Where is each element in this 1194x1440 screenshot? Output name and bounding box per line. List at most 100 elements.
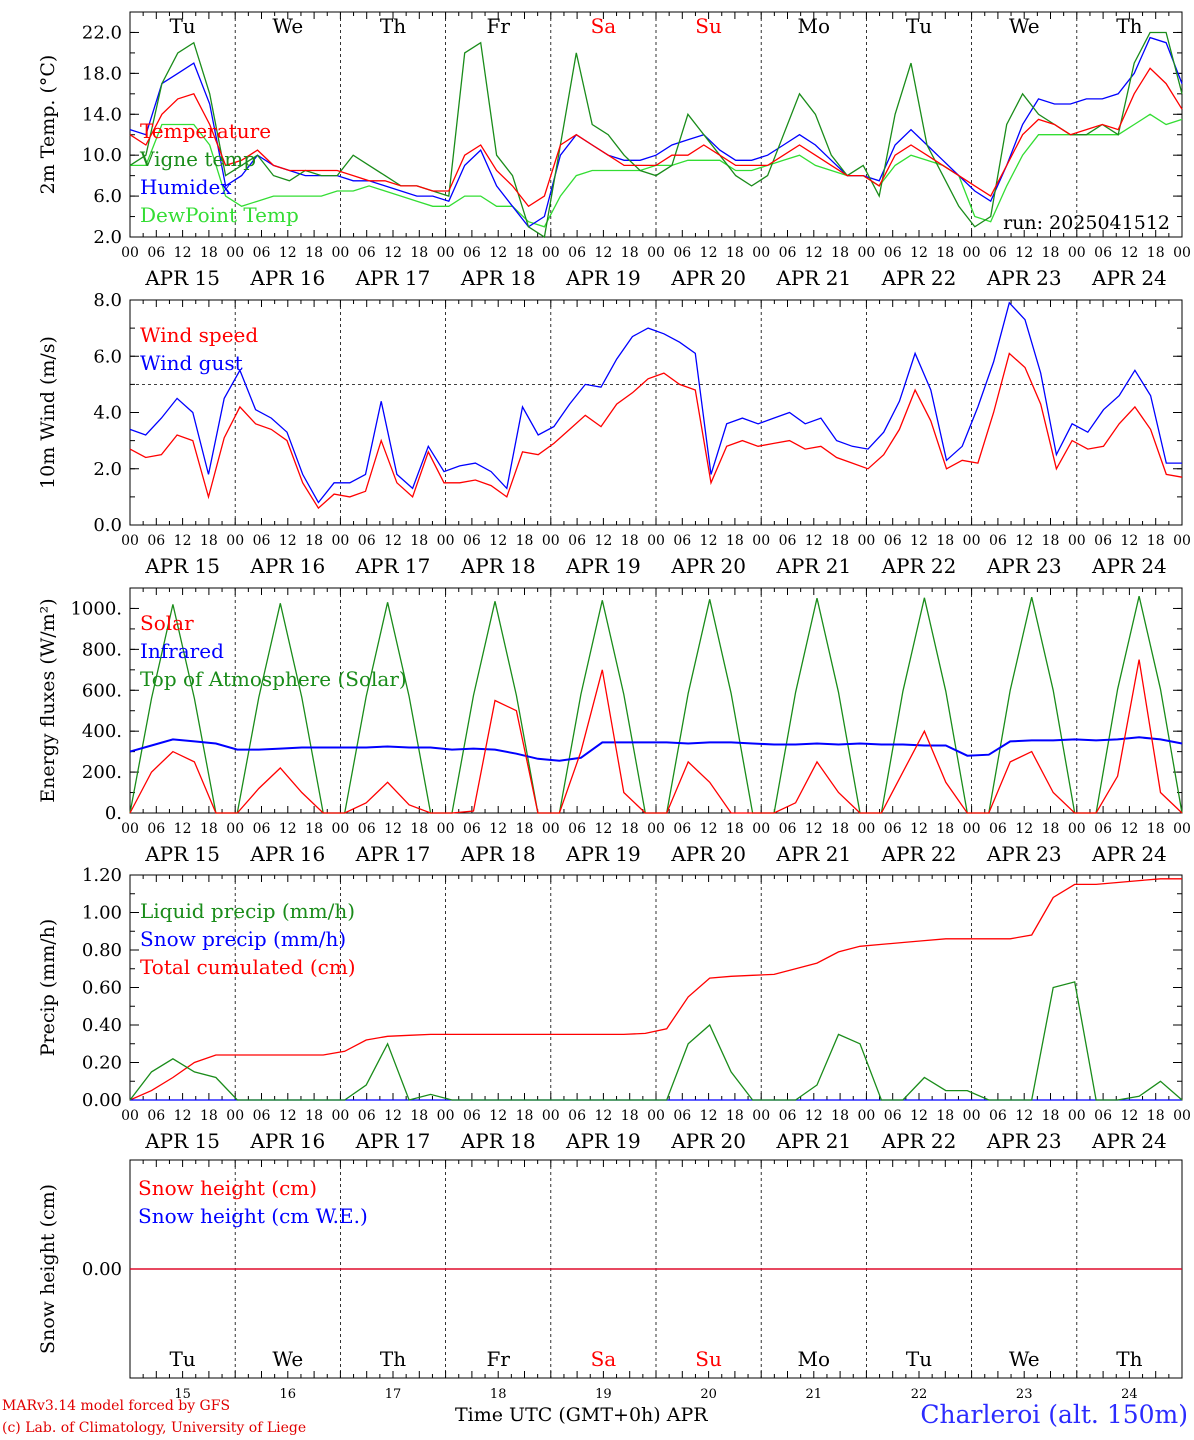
hour-tick-label: 06: [989, 245, 1007, 261]
hour-tick-label: 06: [463, 821, 481, 837]
date-label: APR 22: [881, 1129, 957, 1153]
date-label: APR 22: [881, 266, 957, 290]
date-label: APR 16: [249, 554, 325, 578]
date-label: APR 19: [565, 1129, 641, 1153]
date-label: APR 15: [144, 554, 220, 578]
hour-tick-label: 00: [121, 533, 139, 549]
hour-tick-label: 12: [594, 821, 612, 837]
hour-tick-label: 00: [437, 1108, 455, 1124]
hour-tick-label: 06: [884, 1108, 902, 1124]
day-number-label: 19: [595, 1387, 612, 1402]
hour-tick-label: 18: [726, 533, 744, 549]
legend-entry: Temperature: [140, 119, 271, 143]
date-label: APR 20: [670, 266, 746, 290]
weekday-label: Fr: [486, 14, 510, 38]
hour-tick-label: 00: [963, 821, 981, 837]
y-tick-label: 8.0: [93, 290, 122, 311]
date-label: APR 18: [460, 554, 536, 578]
date-label: APR 20: [670, 554, 746, 578]
date-label: APR 18: [460, 266, 536, 290]
hour-tick-label: 06: [1094, 533, 1112, 549]
hour-tick-label: 00: [857, 245, 875, 261]
y-tick-label: 0.00: [82, 1090, 122, 1111]
date-label: APR 15: [144, 266, 220, 290]
hour-tick-label: 06: [779, 821, 797, 837]
hour-tick-label: 00: [963, 1108, 981, 1124]
day-number-label: 22: [911, 1387, 928, 1402]
hour-tick-label: 00: [647, 1108, 665, 1124]
date-label: APR 24: [1091, 266, 1167, 290]
hour-tick-label: 12: [174, 1108, 192, 1124]
day-number-label: 15: [174, 1387, 191, 1402]
hour-tick-label: 00: [542, 245, 560, 261]
hour-tick-label: 00: [1173, 245, 1191, 261]
hour-tick-label: 00: [437, 245, 455, 261]
hour-tick-label: 18: [516, 821, 534, 837]
date-label: APR 15: [144, 842, 220, 866]
hour-tick-label: 06: [1094, 1108, 1112, 1124]
weekday-label: Th: [380, 1347, 406, 1371]
legend-entry: Liquid precip (mm/h): [140, 899, 355, 923]
model-credit: MARv3.14 model forced by GFS: [2, 1398, 231, 1414]
y-tick-label: 200.: [82, 762, 122, 783]
date-label: APR 18: [460, 1129, 536, 1153]
hour-tick-label: 06: [253, 821, 271, 837]
hour-tick-label: 06: [253, 245, 271, 261]
legend-entry: Top of Atmosphere (Solar): [140, 667, 407, 691]
hour-tick-label: 06: [147, 533, 165, 549]
date-label: APR 21: [775, 842, 851, 866]
hour-tick-label: 18: [936, 245, 954, 261]
hour-tick-label: 12: [700, 533, 718, 549]
hour-tick-label: 00: [331, 821, 349, 837]
hour-tick-label: 18: [726, 821, 744, 837]
hour-tick-label: 12: [489, 533, 507, 549]
date-label: APR 20: [670, 842, 746, 866]
date-label: APR 19: [565, 554, 641, 578]
hour-tick-label: 00: [857, 533, 875, 549]
hour-tick-label: 12: [1120, 533, 1138, 549]
date-label: APR 21: [775, 1129, 851, 1153]
date-label: APR 21: [775, 554, 851, 578]
hour-tick-label: 12: [384, 1108, 402, 1124]
hour-tick-label: 06: [1094, 821, 1112, 837]
hour-tick-label: 06: [989, 1108, 1007, 1124]
y-tick-label: 0.60: [82, 978, 122, 999]
y-axis-label: Snow height (cm): [37, 1184, 59, 1354]
hour-tick-label: 06: [568, 245, 586, 261]
date-label: APR 17: [355, 554, 431, 578]
hour-tick-label: 18: [516, 1108, 534, 1124]
date-label: APR 24: [1091, 1129, 1167, 1153]
legend-entry: Wind speed: [140, 323, 258, 347]
hour-tick-label: 06: [779, 533, 797, 549]
legend-entry: Snow height (cm W.E.): [138, 1204, 368, 1228]
hour-tick-label: 18: [200, 245, 218, 261]
date-label: APR 24: [1091, 842, 1167, 866]
hour-tick-label: 12: [174, 245, 192, 261]
hour-tick-label: 12: [1120, 821, 1138, 837]
hour-tick-label: 00: [542, 533, 560, 549]
day-number-label: 24: [1121, 1387, 1138, 1402]
weekday-label: Fr: [486, 1347, 510, 1371]
hour-tick-label: 18: [1042, 821, 1060, 837]
hour-tick-label: 00: [331, 245, 349, 261]
hour-tick-label: 06: [568, 533, 586, 549]
hour-tick-label: 06: [147, 1108, 165, 1124]
series-line-liquid-precip-mm-h-: [129, 981, 1183, 1101]
hour-tick-label: 06: [358, 245, 376, 261]
date-label: APR 17: [355, 266, 431, 290]
hour-tick-label: 00: [331, 533, 349, 549]
legend-entry: Solar: [140, 611, 194, 635]
hour-tick-label: 18: [1147, 821, 1165, 837]
hour-tick-label: 18: [936, 533, 954, 549]
hour-tick-label: 06: [358, 1108, 376, 1124]
day-number-label: 21: [806, 1387, 823, 1402]
hour-tick-label: 00: [647, 821, 665, 837]
hour-tick-label: 18: [831, 821, 849, 837]
day-number-label: 18: [490, 1387, 507, 1402]
weekday-label: Tu: [906, 14, 932, 38]
hour-tick-label: 12: [279, 821, 297, 837]
hour-tick-label: 00: [226, 1108, 244, 1124]
hour-tick-label: 18: [516, 245, 534, 261]
y-tick-label: 0.40: [82, 1015, 122, 1036]
legend-entry: Wind gust: [140, 351, 243, 375]
